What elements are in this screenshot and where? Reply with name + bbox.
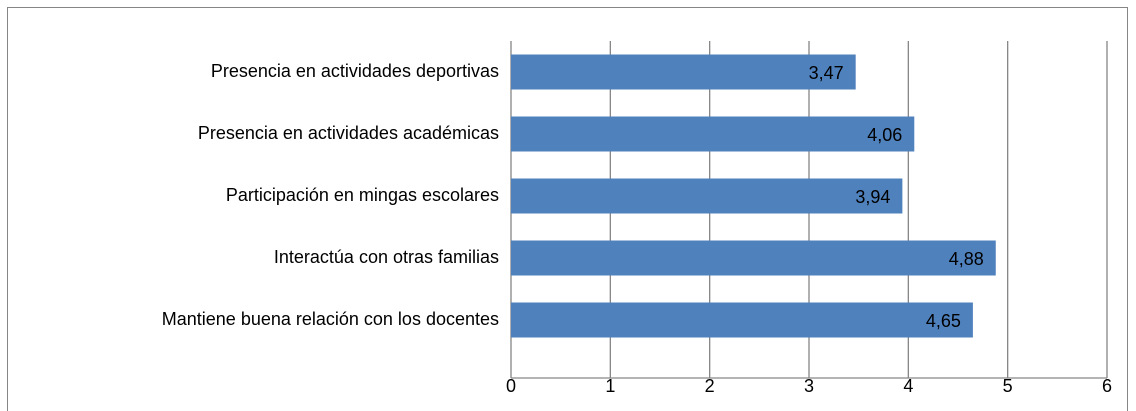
- data-label: 3,47: [809, 63, 844, 83]
- x-tick-label: 5: [1003, 376, 1013, 396]
- x-tick-label: 1: [605, 376, 615, 396]
- y-tick-label: Presencia en actividades académicas: [198, 123, 499, 143]
- x-tick-label: 6: [1102, 376, 1112, 396]
- y-tick-label: Mantiene buena relación con los docentes: [162, 309, 499, 329]
- bar: [511, 54, 856, 90]
- data-label: 4,88: [949, 249, 984, 269]
- bar: [511, 240, 996, 276]
- x-tick-label: 2: [705, 376, 715, 396]
- bar: [511, 116, 915, 152]
- x-tick-label: 3: [804, 376, 814, 396]
- y-tick-label: Interactúa con otras familias: [274, 247, 499, 267]
- data-label: 4,65: [926, 311, 961, 331]
- data-label: 3,94: [855, 187, 890, 207]
- x-tick-label: 0: [506, 376, 516, 396]
- x-tick-label: 4: [903, 376, 913, 396]
- y-tick-label: Participación en mingas escolares: [226, 185, 499, 205]
- y-tick-label: Presencia en actividades deportivas: [211, 61, 499, 81]
- bar: [511, 178, 903, 214]
- data-label: 4,06: [867, 125, 902, 145]
- bar: [511, 302, 973, 338]
